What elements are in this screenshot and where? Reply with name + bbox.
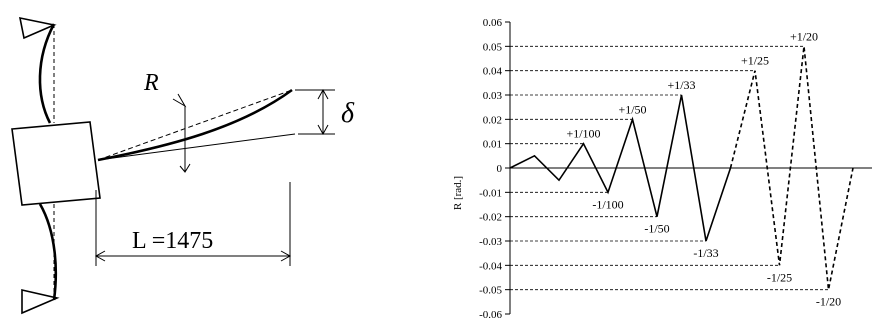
y-tick-label: -0.05 — [479, 285, 502, 297]
peak-label: +1/20 — [790, 29, 818, 43]
column-deformed-top — [38, 23, 56, 124]
length-arrow-left — [94, 250, 106, 262]
rotation-arc-lower — [179, 163, 191, 173]
series-dashed-line — [729, 46, 854, 290]
peak-label: +1/50 — [618, 102, 646, 116]
top-pin-support — [18, 16, 57, 40]
series-solid-line — [509, 94, 732, 242]
rotation-arc — [172, 93, 187, 108]
peak-label: +1/33 — [667, 78, 695, 92]
beam-tangent-line — [97, 133, 296, 161]
delta-arrow-down — [317, 124, 329, 136]
loading-protocol-chart: 0.06 0.05 0.04 0.03 0.02 0.01 0 -0.01 -0.02 -0.03… — [479, 17, 872, 320]
peak-label: +1/100 — [566, 127, 600, 141]
rotation-label: R — [143, 70, 159, 96]
length-arrow-right — [280, 250, 292, 262]
specimen-diagram — [11, 16, 335, 315]
y-tick-label: 0.03 — [483, 90, 503, 102]
y-axis-label: R [rad.] — [452, 176, 464, 210]
y-tick-label: -0.03 — [479, 236, 502, 248]
y-tick-label: 0.05 — [483, 41, 503, 53]
length-label: L =1475 — [132, 228, 213, 254]
peak-label: -1/25 — [767, 270, 792, 284]
y-tick-label: 0.01 — [483, 139, 502, 151]
peak-label: -1/33 — [693, 246, 718, 260]
y-tick-label: 0.02 — [483, 114, 502, 126]
y-tick-label: -0.04 — [479, 260, 502, 272]
beam-chord-line — [97, 89, 293, 161]
y-tick-label: 0 — [497, 163, 503, 175]
delta-arrow-up — [317, 88, 329, 100]
peak-label: -1/100 — [592, 197, 623, 211]
displacement-label: δ — [341, 98, 355, 129]
beam-deformed — [97, 88, 293, 162]
y-tick-label: 0.04 — [483, 66, 503, 78]
bottom-pin-support — [21, 288, 60, 315]
joint-panel — [11, 121, 101, 206]
y-tick-label: -0.01 — [479, 187, 502, 199]
y-tick-label: 0.06 — [483, 17, 503, 29]
y-tick-label: -0.06 — [479, 309, 502, 320]
peak-label: -1/20 — [816, 295, 841, 309]
y-tick-label: -0.02 — [479, 212, 502, 224]
peak-label: -1/50 — [644, 222, 669, 236]
peak-label: +1/25 — [741, 54, 769, 68]
column-deformed-bottom — [38, 203, 58, 301]
